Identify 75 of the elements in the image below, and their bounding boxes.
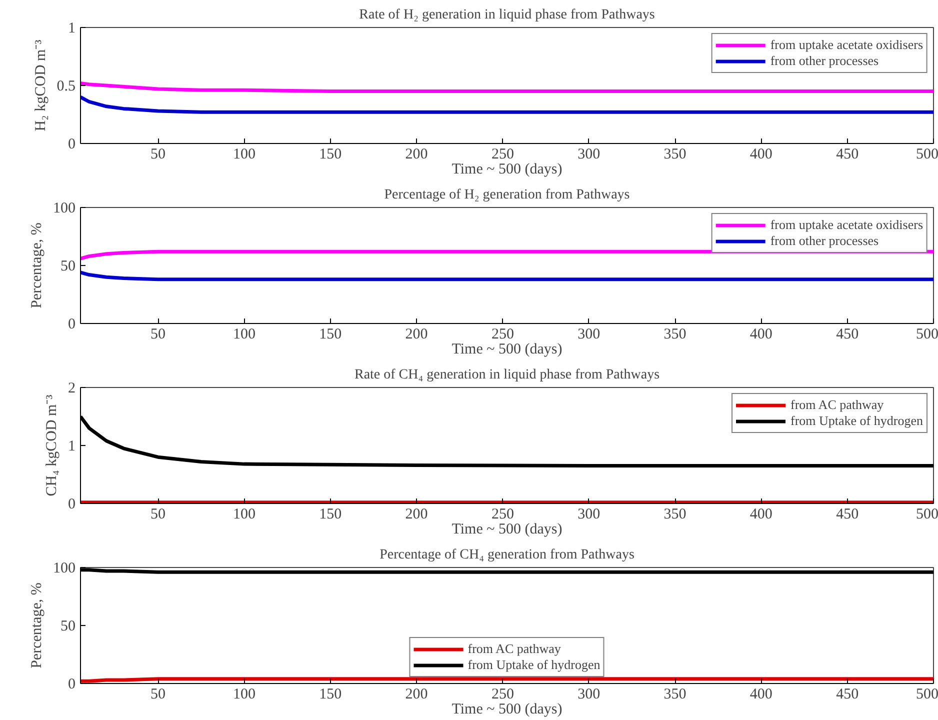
x-tick-label: 450 — [836, 146, 859, 162]
y-axis-title: Percentage, % — [29, 582, 45, 668]
y-tick-label: 100 — [53, 200, 76, 216]
x-tick-label: 150 — [319, 506, 342, 522]
x-tick-label: 300 — [578, 686, 600, 702]
legend-label: from AC pathway — [790, 397, 884, 413]
y-tick-label: 0 — [68, 676, 76, 692]
y-tick-label: 50 — [60, 618, 76, 634]
y-tick-label: 0 — [68, 496, 76, 512]
y-tick-label: 100 — [53, 560, 76, 576]
x-tick-label: 500 — [916, 686, 938, 702]
chart-title: Percentage of CH₄ generation from Pathways — [380, 548, 634, 562]
x-tick-label: 100 — [232, 506, 256, 522]
y-tick-label: 0.5 — [56, 78, 76, 94]
legend-label: from Uptake of hydrogen — [468, 657, 600, 673]
x-tick-label: 400 — [750, 326, 772, 342]
y-axis-title: CH₄ kgCOD m⁻³ — [44, 394, 60, 496]
x-tick-label: 150 — [319, 146, 342, 162]
x-tick-label: 150 — [319, 686, 342, 702]
line-series — [80, 95, 934, 114]
x-tick-label: 300 — [578, 326, 600, 342]
legend-label: from uptake acetate oxidisers — [770, 37, 923, 53]
x-tick-label: 200 — [405, 686, 428, 702]
line-series — [80, 81, 934, 94]
x-tick-label: 250 — [491, 506, 514, 522]
chart-title: Percentage of H₂ generation from Pathways — [384, 188, 630, 202]
y-tick-label: 1 — [68, 438, 76, 454]
x-tick-label: 250 — [491, 146, 514, 162]
x-tick-label: 200 — [405, 326, 428, 342]
x-tick-label: 100 — [232, 326, 256, 342]
x-tick-label: 50 — [150, 506, 166, 522]
y-tick-label: 50 — [60, 258, 76, 274]
x-tick-label: 200 — [405, 146, 428, 162]
legend-label: from Uptake of hydrogen — [790, 413, 923, 429]
x-axis-title: Time ~ 500 (days) — [452, 162, 562, 178]
x-tick-label: 400 — [750, 686, 772, 702]
x-axis-title: Time ~ 500 (days) — [452, 522, 562, 538]
x-tick-label: 150 — [319, 326, 342, 342]
x-tick-label: 350 — [664, 146, 686, 162]
line-series — [80, 270, 934, 282]
x-tick-label: 250 — [491, 326, 514, 342]
y-axis-title: H₂ kgCOD m⁻³ — [32, 39, 49, 132]
x-tick-label: 200 — [405, 506, 428, 522]
x-tick-label: 450 — [836, 506, 859, 522]
x-tick-label: 100 — [232, 146, 256, 162]
x-axis-title: Time ~ 500 (days) — [452, 342, 562, 358]
x-tick-label: 450 — [836, 686, 859, 702]
x-tick-label: 350 — [664, 326, 686, 342]
x-tick-label: 500 — [916, 326, 938, 342]
chart-title: Rate of H₂ generation in liquid phase from Pathways — [359, 8, 655, 22]
x-tick-label: 400 — [750, 506, 772, 522]
x-tick-label: 50 — [150, 326, 166, 342]
legend-label: from other processes — [770, 53, 879, 69]
x-tick-label: 50 — [150, 146, 166, 162]
legend-label: from other processes — [770, 233, 879, 249]
x-tick-label: 350 — [664, 686, 686, 702]
x-axis-title: Time ~ 500 (days) — [452, 702, 562, 718]
y-tick-label: 0 — [68, 136, 76, 152]
x-tick-label: 350 — [664, 506, 686, 522]
x-tick-label: 450 — [836, 326, 859, 342]
x-tick-label: 300 — [578, 506, 600, 522]
legend-label: from uptake acetate oxidisers — [770, 217, 923, 233]
x-tick-label: 250 — [491, 686, 514, 702]
x-tick-label: 50 — [150, 686, 166, 702]
x-tick-label: 500 — [916, 146, 938, 162]
y-tick-label: 1 — [68, 20, 76, 36]
y-tick-label: 0 — [68, 316, 76, 332]
x-tick-label: 500 — [916, 506, 938, 522]
legend-label: from AC pathway — [468, 641, 561, 657]
y-tick-label: 2 — [68, 380, 76, 396]
x-tick-label: 100 — [232, 686, 256, 702]
x-tick-label: 400 — [750, 146, 772, 162]
chart-title: Rate of CH₄ generation in liquid phase from Pathways — [354, 368, 660, 382]
y-axis-title: Percentage, % — [29, 222, 45, 308]
x-tick-label: 300 — [578, 146, 600, 162]
